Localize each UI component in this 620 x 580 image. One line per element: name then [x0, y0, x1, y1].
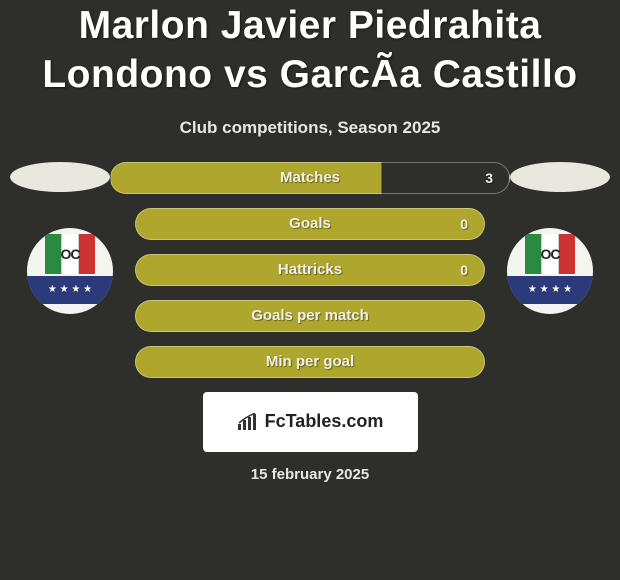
- page-title: Marlon Javier Piedrahita Londono vs Garc…: [0, 0, 620, 104]
- stat-bar: Min per goal: [135, 346, 485, 378]
- stat-label: Goals: [289, 215, 331, 232]
- stat-value-right: 3: [485, 170, 493, 186]
- stat-row: Goals 0: [10, 208, 610, 240]
- stat-label: Matches: [280, 169, 340, 186]
- stat-row: Min per goal: [10, 346, 610, 378]
- stat-value-right: 0: [460, 262, 468, 278]
- subtitle: Club competitions, Season 2025: [0, 118, 620, 138]
- stat-bars: Matches 3 Goals 0 Hattricks 0 Goals per match M…: [10, 162, 610, 378]
- stat-bar: Goals per match: [135, 300, 485, 332]
- stat-row: Hattricks 0: [10, 254, 610, 286]
- branding-text: FcTables.com: [265, 411, 384, 432]
- chart-icon: [237, 413, 259, 431]
- date-label: 15 february 2025: [0, 466, 620, 483]
- stat-bar: Goals 0: [135, 208, 485, 240]
- stat-row: Goals per match: [10, 300, 610, 332]
- stat-bar: Hattricks 0: [135, 254, 485, 286]
- stat-label: Min per goal: [266, 353, 354, 370]
- stat-bar: Matches 3: [110, 162, 510, 194]
- branding-box[interactable]: FcTables.com: [203, 392, 418, 452]
- stats-area: OC ★ ★ ★ ★ OC ★ ★ ★ ★ Matches3Goals0Hatt…: [0, 162, 620, 378]
- stat-label: Hattricks: [278, 261, 342, 278]
- comparison-card: Marlon Javier Piedrahita Londono vs Garc…: [0, 0, 620, 483]
- stat-label: Goals per match: [251, 307, 369, 324]
- stat-row: Matches 3: [10, 162, 610, 194]
- stat-value-right: 0: [460, 216, 468, 232]
